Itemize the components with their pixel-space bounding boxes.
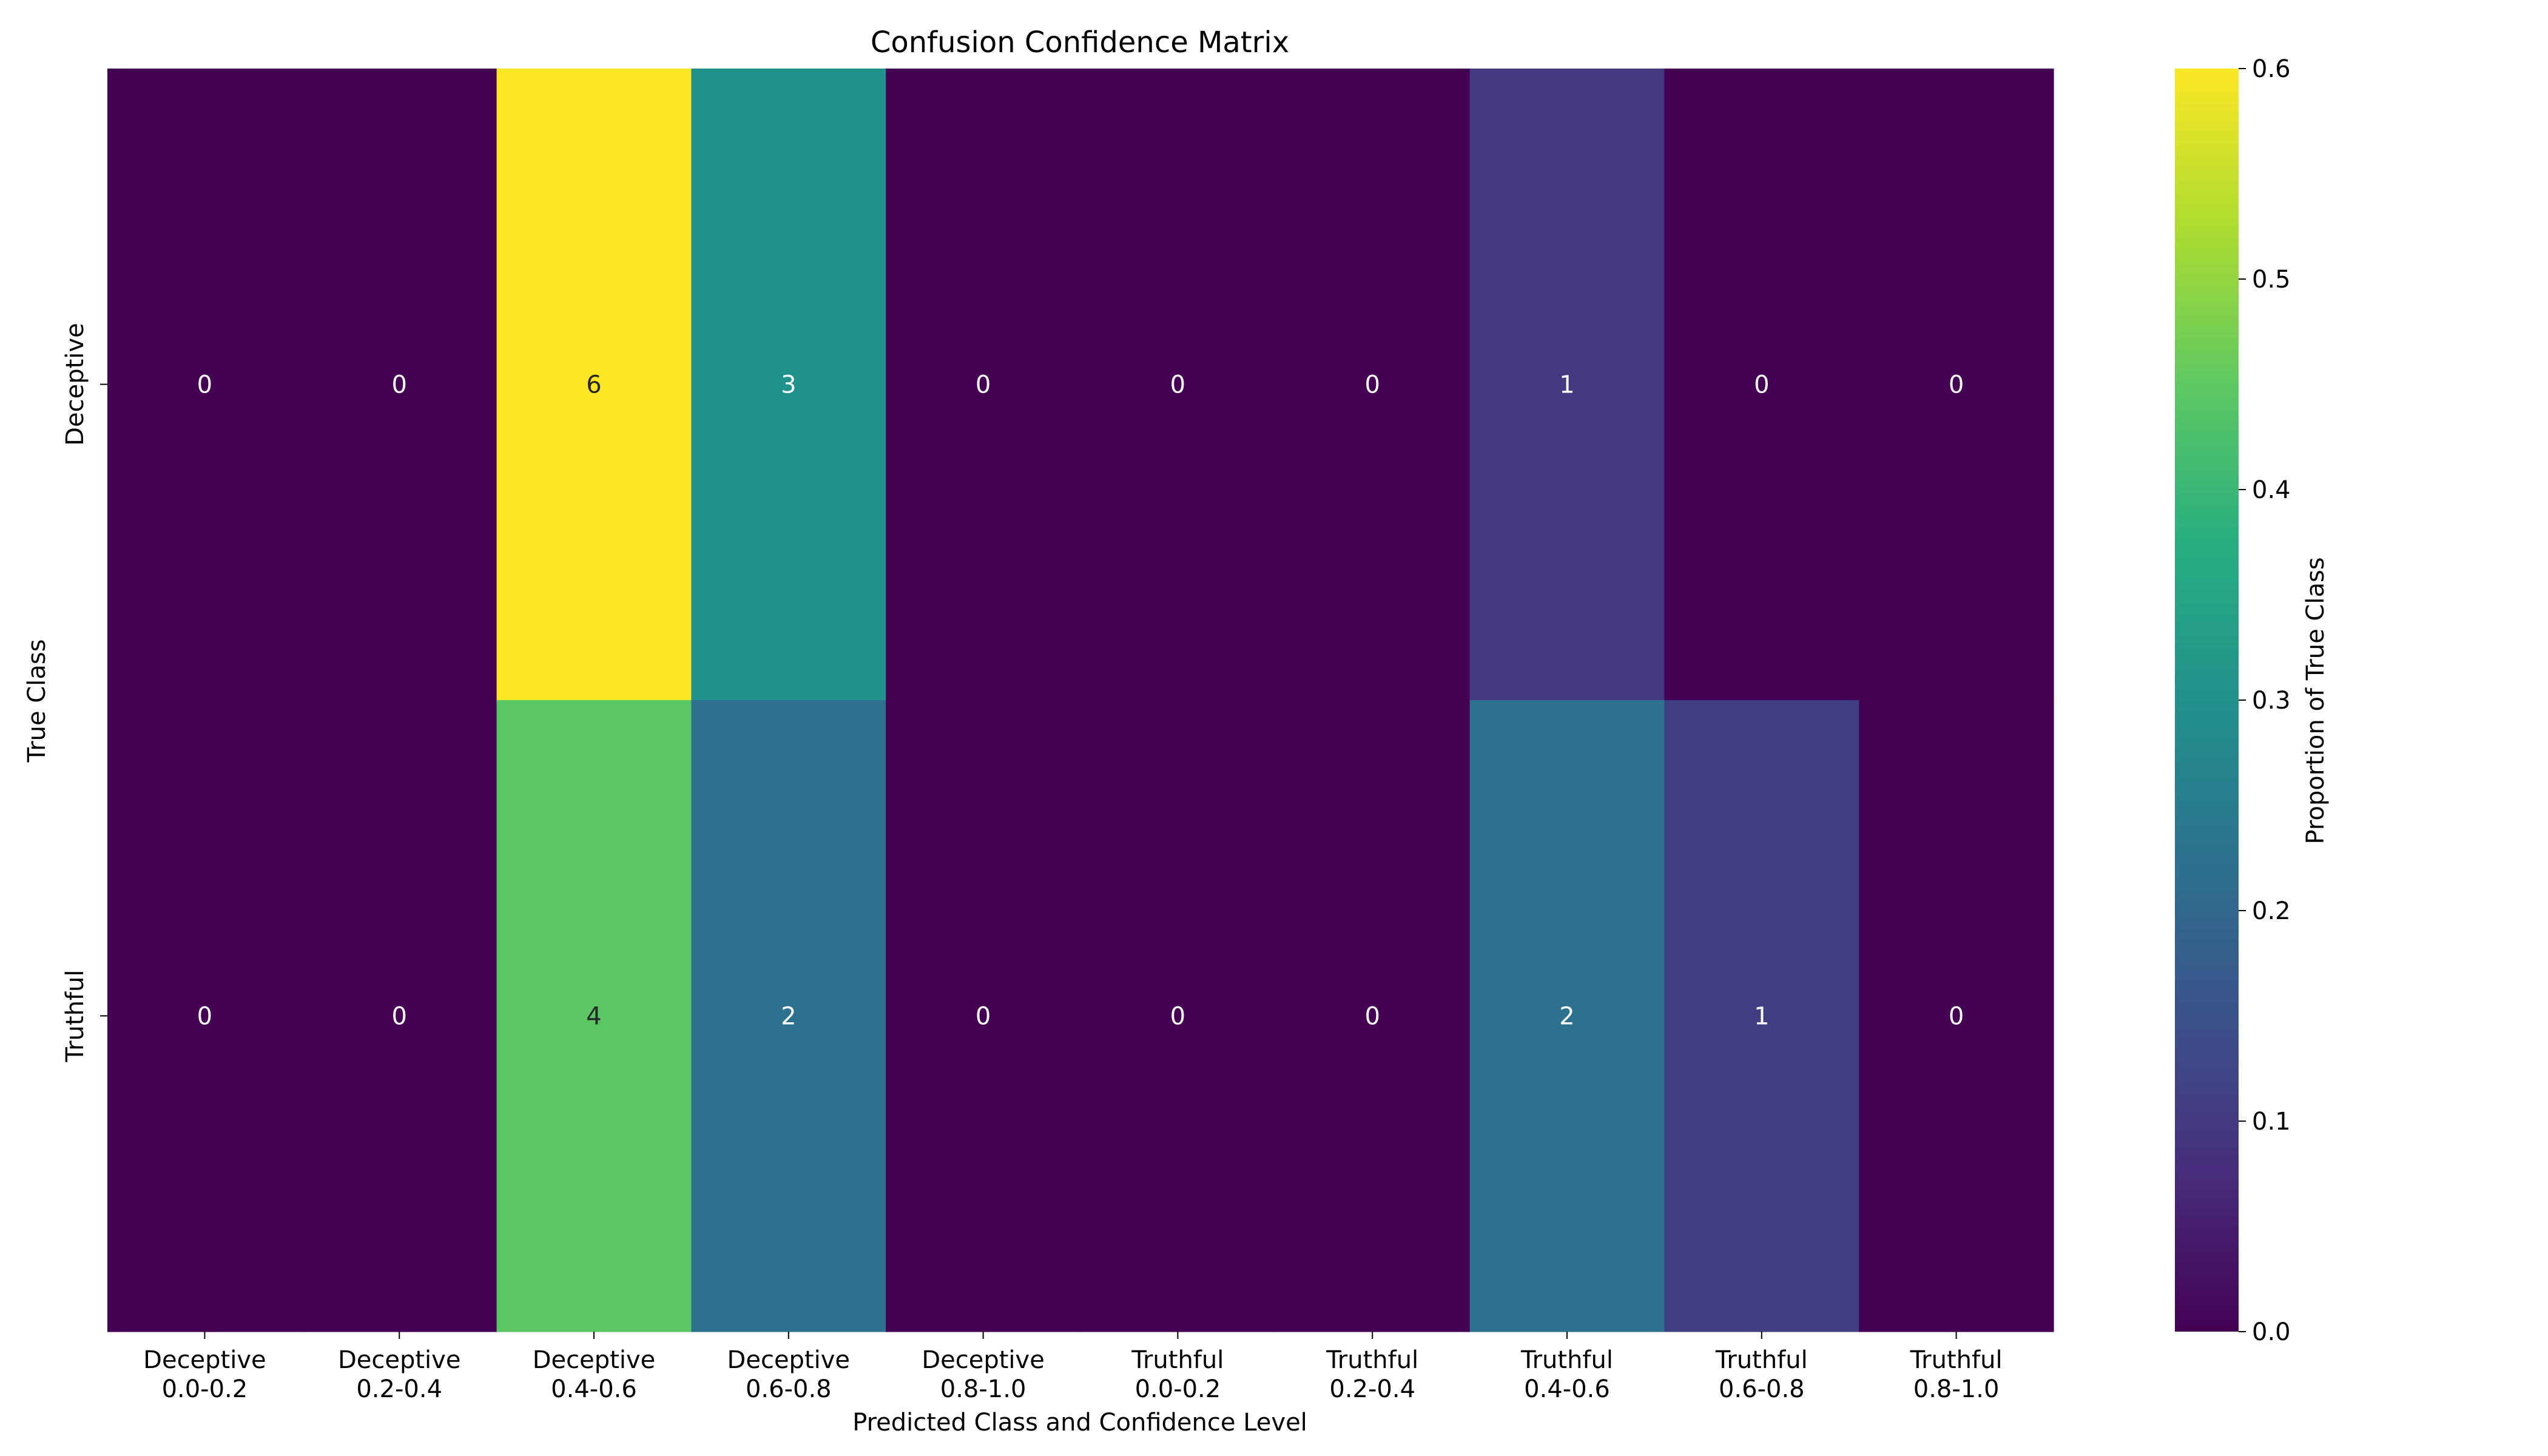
cell-value-label: 0 [1364,1003,1380,1031]
cell-value-label: 0 [976,371,991,399]
y-tick-label: Deceptive [61,323,89,445]
x-tick-label: Deceptive 0.8-1.0 [922,1346,1044,1403]
x-tick-label: Truthful 0.4-0.6 [1520,1346,1613,1403]
colorbar-tick-label: 0.4 [2252,476,2291,504]
heatmap-cell [1664,700,1859,1332]
cell-value-label: 2 [781,1003,796,1031]
cell-value-label: 3 [781,371,796,399]
heatmap-cell [886,700,1081,1332]
heatmap-cell [1080,700,1276,1332]
cell-value-label: 0 [976,1003,991,1031]
cell-value-label: 1 [1754,1003,1769,1031]
cell-value-label: 0 [391,371,406,399]
x-tick-label: Deceptive 0.0-0.2 [143,1346,266,1403]
colorbar: 0.0 0.1 0.2 0.3 0.4 0.5 0.6 Proportion of True… [2175,55,2330,1346]
colorbar-tick-label: 0.0 [2252,1318,2291,1346]
heatmap-cell [1275,69,1471,701]
heatmap-cells [107,69,2054,1332]
colorbar-label: Proportion of True Class [2302,557,2330,844]
heatmap-cell [107,69,303,701]
cell-value-label: 6 [586,371,601,399]
heatmap-cell [886,69,1081,701]
y-tick-label: Truthful [61,970,89,1063]
x-axis: Deceptive 0.0-0.2 Deceptive 0.2-0.4 Deceptiv… [143,1332,2003,1403]
x-tick-label: Truthful 0.0-0.2 [1131,1346,1224,1403]
colorbar-tick-label: 0.1 [2252,1108,2291,1136]
heatmap-cell-labels: 0 0 6 3 0 0 0 1 0 0 0 0 4 2 0 0 0 2 1 0 [197,371,1964,1031]
heatmap-cell [1469,69,1665,701]
cell-value-label: 0 [1949,371,1964,399]
heatmap-cell [302,700,497,1332]
chart-title: Confusion Confidence Matrix [871,25,1289,59]
cell-value-label: 4 [586,1003,601,1031]
x-tick-label: Deceptive 0.2-0.4 [338,1346,460,1403]
x-tick-label: Deceptive 0.6-0.8 [727,1346,850,1403]
heatmap-cell [691,69,886,701]
colorbar-tick-label: 0.5 [2252,266,2291,294]
cell-value-label: 0 [1170,371,1185,399]
cell-value-label: 2 [1559,1003,1574,1031]
cell-value-label: 0 [1754,371,1769,399]
colorbar-tick-label: 0.2 [2252,897,2291,925]
x-tick-label: Truthful 0.8-1.0 [1910,1346,2003,1403]
cell-value-label: 0 [197,371,212,399]
cell-value-label: 1 [1559,371,1574,399]
x-tick-label: Deceptive 0.4-0.6 [533,1346,655,1403]
heatmap-cell [1859,700,2054,1332]
colorbar-tick-label: 0.6 [2252,55,2291,83]
x-tick-label: Truthful 0.6-0.8 [1715,1346,1808,1403]
cell-value-label: 0 [1170,1003,1185,1031]
heatmap-cell [1664,69,1859,701]
heatmap-cell [496,700,692,1332]
cell-value-label: 0 [1364,371,1380,399]
heatmap-cell [107,700,303,1332]
colorbar-tick-label: 0.3 [2252,687,2291,715]
heatmap-cell [1469,700,1665,1332]
x-axis-label: Predicted Class and Confidence Level [852,1409,1307,1437]
x-tick-label: Truthful 0.2-0.4 [1326,1346,1418,1403]
y-axis: Deceptive Truthful [61,323,107,1062]
cell-value-label: 0 [1949,1003,1964,1031]
heatmap-cell [1080,69,1276,701]
cell-value-label: 0 [197,1003,212,1031]
cell-value-label: 0 [391,1003,406,1031]
heatmap-cell [691,700,886,1332]
heatmap-cell [1859,69,2054,701]
colorbar-ticks: 0.0 0.1 0.2 0.3 0.4 0.5 0.6 [2239,55,2291,1346]
heatmap-cell [302,69,497,701]
y-axis-label: True Class [23,639,51,763]
colorbar-gradient [2175,69,2239,1332]
heatmap-cell [1275,700,1471,1332]
heatmap-cell [496,69,692,701]
